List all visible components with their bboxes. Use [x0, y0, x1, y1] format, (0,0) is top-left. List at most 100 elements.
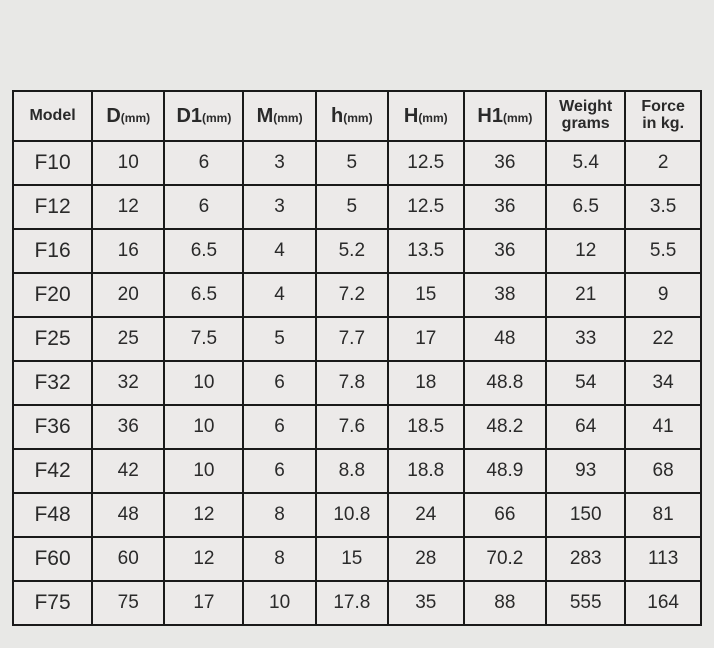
cell-value: 6.5: [164, 229, 243, 273]
cell-value: 7.5: [164, 317, 243, 361]
col-header-m-label: M: [257, 105, 274, 127]
cell-value: 8: [243, 493, 315, 537]
col-header-d-unit: (mm): [121, 111, 150, 125]
cell-value: 21: [546, 273, 625, 317]
header-row: Model D(mm) D1(mm) M(mm) h(mm) H(mm): [13, 91, 701, 141]
table-row: F32321067.81848.85434: [13, 361, 701, 405]
cell-value: 66: [464, 493, 547, 537]
col-header-m: M(mm): [243, 91, 315, 141]
cell-value: 15: [316, 537, 388, 581]
cell-value: 6: [243, 449, 315, 493]
cell-value: 64: [546, 405, 625, 449]
cell-value: 150: [546, 493, 625, 537]
cell-value: 7.7: [316, 317, 388, 361]
table-row: F25257.557.717483322: [13, 317, 701, 361]
col-header-H-label: H: [404, 105, 418, 127]
cell-value: 113: [625, 537, 701, 581]
cell-value: 3: [243, 141, 315, 185]
cell-model: F16: [13, 229, 92, 273]
cell-model: F12: [13, 185, 92, 229]
spec-table-header: Model D(mm) D1(mm) M(mm) h(mm) H(mm): [13, 91, 701, 141]
page-root: Model D(mm) D1(mm) M(mm) h(mm) H(mm): [0, 0, 714, 648]
cell-value: 3.5: [625, 185, 701, 229]
cell-value: 164: [625, 581, 701, 625]
cell-value: 10.8: [316, 493, 388, 537]
cell-value: 48: [92, 493, 164, 537]
cell-value: 48.9: [464, 449, 547, 493]
cell-value: 10: [164, 405, 243, 449]
col-header-d: D(mm): [92, 91, 164, 141]
cell-value: 10: [164, 449, 243, 493]
spec-table-body: F101063512.5365.42F121263512.5366.53.5F1…: [13, 141, 701, 625]
cell-value: 17: [388, 317, 464, 361]
col-header-d1-label: D1: [176, 105, 202, 127]
col-header-m-unit: (mm): [273, 111, 302, 125]
cell-value: 25: [92, 317, 164, 361]
cell-value: 24: [388, 493, 464, 537]
col-header-h-label: h: [331, 105, 343, 127]
col-header-d1-unit: (mm): [202, 111, 231, 125]
col-header-H1-unit: (mm): [503, 111, 532, 125]
col-header-h: h(mm): [316, 91, 388, 141]
col-header-H: H(mm): [388, 91, 464, 141]
col-header-d-label: D: [106, 105, 120, 127]
cell-value: 8: [243, 537, 315, 581]
col-header-model: Model: [13, 91, 92, 141]
cell-value: 17.8: [316, 581, 388, 625]
cell-model: F10: [13, 141, 92, 185]
cell-value: 18: [388, 361, 464, 405]
cell-value: 12.5: [388, 141, 464, 185]
cell-value: 16: [92, 229, 164, 273]
cell-value: 6: [243, 405, 315, 449]
cell-value: 9: [625, 273, 701, 317]
cell-value: 12: [92, 185, 164, 229]
cell-value: 75: [92, 581, 164, 625]
cell-value: 5.4: [546, 141, 625, 185]
cell-value: 7.2: [316, 273, 388, 317]
table-row: F121263512.5366.53.5: [13, 185, 701, 229]
cell-value: 93: [546, 449, 625, 493]
col-header-h-unit: (mm): [343, 111, 372, 125]
cell-value: 33: [546, 317, 625, 361]
cell-model: F48: [13, 493, 92, 537]
cell-value: 42: [92, 449, 164, 493]
cell-value: 15: [388, 273, 464, 317]
cell-value: 60: [92, 537, 164, 581]
col-header-weight-l2: grams: [547, 116, 624, 133]
cell-value: 10: [92, 141, 164, 185]
cell-value: 12: [164, 493, 243, 537]
table-row: F36361067.618.548.26441: [13, 405, 701, 449]
cell-value: 81: [625, 493, 701, 537]
col-header-weight-l1: Weight: [547, 99, 624, 116]
spec-table: Model D(mm) D1(mm) M(mm) h(mm) H(mm): [12, 90, 702, 626]
col-header-d1: D1(mm): [164, 91, 243, 141]
cell-model: F42: [13, 449, 92, 493]
col-header-model-label: Model: [29, 107, 75, 124]
cell-value: 34: [625, 361, 701, 405]
cell-value: 5: [316, 141, 388, 185]
cell-value: 283: [546, 537, 625, 581]
cell-model: F32: [13, 361, 92, 405]
cell-value: 18.5: [388, 405, 464, 449]
cell-value: 36: [464, 185, 547, 229]
cell-value: 68: [625, 449, 701, 493]
cell-model: F75: [13, 581, 92, 625]
cell-model: F20: [13, 273, 92, 317]
cell-value: 12: [546, 229, 625, 273]
cell-value: 48.8: [464, 361, 547, 405]
cell-value: 48.2: [464, 405, 547, 449]
cell-value: 5.2: [316, 229, 388, 273]
table-row: F7575171017.83588555164: [13, 581, 701, 625]
cell-value: 6: [243, 361, 315, 405]
table-row: F101063512.5365.42: [13, 141, 701, 185]
cell-model: F60: [13, 537, 92, 581]
cell-value: 22: [625, 317, 701, 361]
cell-value: 5: [243, 317, 315, 361]
cell-value: 17: [164, 581, 243, 625]
cell-model: F25: [13, 317, 92, 361]
cell-value: 13.5: [388, 229, 464, 273]
cell-value: 10: [243, 581, 315, 625]
cell-value: 41: [625, 405, 701, 449]
cell-value: 38: [464, 273, 547, 317]
col-header-H-unit: (mm): [418, 111, 447, 125]
